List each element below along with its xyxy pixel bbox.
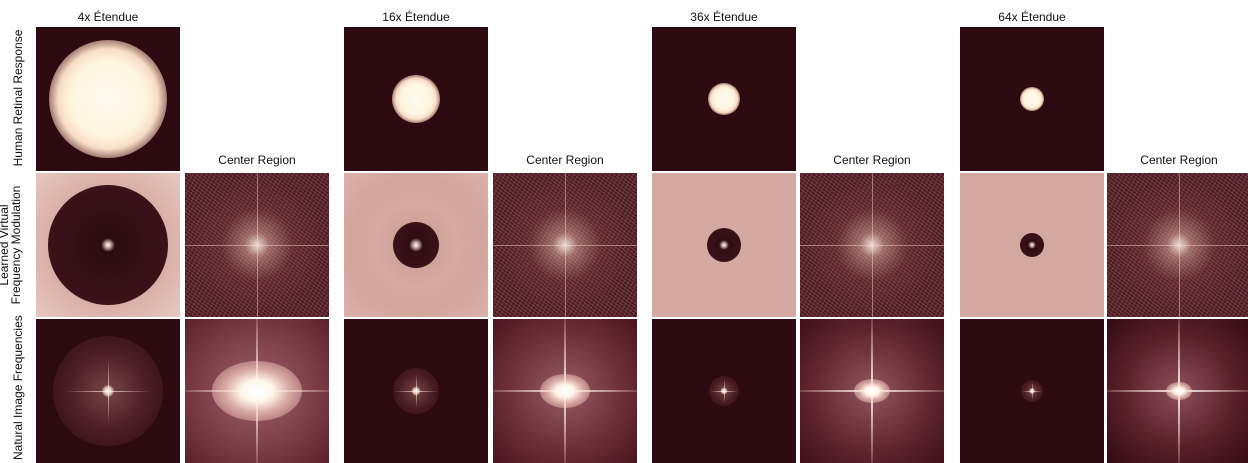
modulation-center-spike: [1028, 241, 1036, 249]
column-title-36x: 36x Étendue: [690, 10, 758, 24]
column-title-16x: 16x Étendue: [382, 10, 450, 24]
natural-horizontal-streak: [709, 391, 739, 392]
noise-horizontal-line: [1107, 245, 1248, 246]
bright-vertical-streak: [871, 319, 873, 463]
noise-vertical-line: [257, 173, 258, 317]
natural-vertical-streak: [108, 359, 109, 423]
natural-vertical-streak: [724, 379, 725, 403]
retinal-disk: [708, 83, 740, 115]
noise-vertical-line: [872, 173, 873, 317]
noise-vertical-line: [565, 173, 566, 317]
learned-modulation-image-4x: [36, 173, 180, 317]
natural-center-region-image-64x: [1107, 319, 1248, 463]
bright-horizontal-streak: [493, 390, 637, 392]
natural-center-region-image-16x: [493, 319, 637, 463]
bright-center-star: [1166, 382, 1192, 400]
retinal-response-image-36x: [652, 27, 796, 171]
center-region-title-4x: Center Region: [218, 153, 296, 167]
modulation-center-spike: [719, 240, 729, 250]
retinal-disk: [1020, 87, 1044, 111]
learned-center-region-image-16x: [493, 173, 637, 317]
modulation-dark-disk: [1020, 233, 1044, 257]
center-region-title-16x: Center Region: [526, 153, 604, 167]
natural-frequencies-image-64x: [960, 319, 1104, 463]
row-label-natural: Natural Image Frequencies: [11, 315, 25, 460]
retinal-response-image-16x: [344, 27, 488, 171]
natural-glow: [393, 368, 439, 414]
natural-horizontal-streak: [394, 391, 438, 392]
modulation-dark-disk: [393, 222, 439, 268]
learned-center-region-image-36x: [800, 173, 944, 317]
noise-horizontal-line: [493, 245, 637, 246]
natural-center-region-image-4x: [185, 319, 329, 463]
bright-vertical-streak: [1178, 319, 1180, 463]
natural-frequencies-image-4x: [36, 319, 180, 463]
retinal-disk: [49, 40, 167, 158]
column-title-4x: 4x Étendue: [77, 10, 139, 24]
bright-vertical-streak: [256, 319, 258, 463]
natural-center-star: [411, 386, 421, 396]
bright-horizontal-streak: [800, 390, 944, 392]
bright-center-star: [854, 379, 890, 403]
natural-center-region-image-36x: [800, 319, 944, 463]
row-label-learned-line2: Frequency Modulation: [9, 185, 23, 305]
learned-center-region-image-4x: [185, 173, 329, 317]
natural-frequencies-image-36x: [652, 319, 796, 463]
natural-center-star: [1029, 388, 1035, 394]
natural-center-star: [720, 387, 728, 395]
bright-center-star: [540, 374, 590, 408]
row-label-retinal: Human Retinal Response: [11, 29, 25, 167]
row-label-learned: Learned Virtual Frequency Modulation: [0, 173, 23, 317]
modulation-center-spike: [409, 238, 423, 252]
learned-modulation-image-36x: [652, 173, 796, 317]
bright-vertical-streak: [564, 319, 566, 463]
natural-glow: [709, 376, 739, 406]
retinal-response-image-64x: [960, 27, 1104, 171]
natural-glow: [1021, 380, 1043, 402]
center-region-title-64x: Center Region: [1140, 153, 1218, 167]
natural-glow: [53, 336, 163, 446]
retinal-disk: [392, 75, 440, 123]
noise-horizontal-line: [800, 245, 944, 246]
modulation-dark-disk: [48, 185, 168, 305]
natural-vertical-streak: [416, 373, 417, 409]
bright-horizontal-streak: [1107, 390, 1248, 392]
bright-center-star: [212, 361, 302, 421]
noise-horizontal-line: [185, 245, 329, 246]
natural-horizontal-streak: [1021, 391, 1043, 392]
natural-frequencies-image-16x: [344, 319, 488, 463]
modulation-center-spike: [101, 238, 115, 252]
learned-modulation-image-16x: [344, 173, 488, 317]
natural-center-star: [102, 385, 114, 397]
natural-vertical-streak: [1032, 382, 1033, 400]
bright-horizontal-streak: [185, 390, 329, 392]
noise-vertical-line: [1179, 173, 1180, 317]
retinal-response-image-4x: [36, 27, 180, 171]
modulation-dark-disk: [707, 228, 741, 262]
column-title-64x: 64x Étendue: [998, 10, 1066, 24]
learned-center-region-image-64x: [1107, 173, 1248, 317]
learned-modulation-image-64x: [960, 173, 1104, 317]
natural-horizontal-streak: [64, 391, 152, 392]
center-region-title-36x: Center Region: [833, 153, 911, 167]
